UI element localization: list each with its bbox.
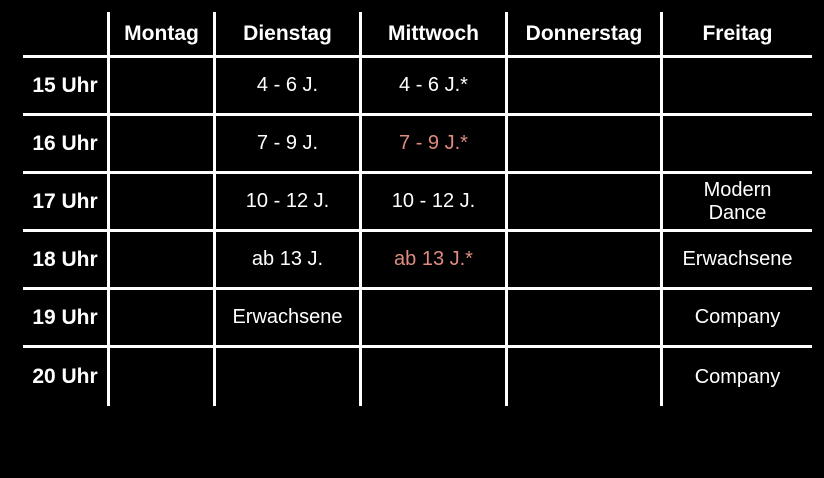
time-label-16uhr: 16 Uhr — [23, 116, 110, 174]
cell-donnerstag-19uhr — [508, 290, 663, 348]
cell-freitag-18uhr: Erwachsene — [663, 232, 812, 290]
cell-dienstag-19uhr: Erwachsene — [216, 290, 362, 348]
cell-montag-17uhr — [110, 174, 216, 232]
corner-cell — [23, 12, 110, 58]
cell-mittwoch-16uhr: 7 - 9 J.* — [362, 116, 508, 174]
time-label-15uhr: 15 Uhr — [23, 58, 110, 116]
cell-dienstag-18uhr: ab 13 J. — [216, 232, 362, 290]
cell-montag-19uhr — [110, 290, 216, 348]
cell-dienstag-17uhr: 10 - 12 J. — [216, 174, 362, 232]
cell-freitag-16uhr — [663, 116, 812, 174]
time-label-19uhr: 19 Uhr — [23, 290, 110, 348]
cell-dienstag-16uhr: 7 - 9 J. — [216, 116, 362, 174]
cell-donnerstag-16uhr — [508, 116, 663, 174]
cell-montag-16uhr — [110, 116, 216, 174]
cell-freitag-15uhr — [663, 58, 812, 116]
cell-mittwoch-19uhr — [362, 290, 508, 348]
cell-freitag-17uhr: Modern Dance — [663, 174, 812, 232]
time-label-18uhr: 18 Uhr — [23, 232, 110, 290]
cell-freitag-19uhr: Company — [663, 290, 812, 348]
cell-freitag-20uhr: Company — [694, 365, 781, 388]
cell-montag-15uhr — [110, 58, 216, 116]
weekly-schedule-table: Montag Dienstag Mittwoch Donnerstag Frei… — [23, 12, 812, 406]
cell-dienstag-15uhr: 4 - 6 J. — [216, 58, 362, 116]
time-label-20uhr: 20 Uhr — [23, 348, 110, 406]
cell-mittwoch-20uhr — [362, 348, 508, 406]
day-header-mittwoch: Mittwoch — [362, 12, 508, 58]
day-header-dienstag: Dienstag — [216, 12, 362, 58]
cell-mittwoch-17uhr: 10 - 12 J. — [362, 174, 508, 232]
cell-donnerstag-17uhr — [508, 174, 663, 232]
cell-donnerstag-20uhr — [508, 348, 663, 406]
cell-montag-20uhr — [110, 348, 216, 406]
cell-dienstag-20uhr — [216, 348, 362, 406]
cell-donnerstag-18uhr — [508, 232, 663, 290]
day-header-montag: Montag — [110, 12, 216, 58]
day-header-freitag: Freitag — [663, 12, 812, 58]
cell-donnerstag-15uhr — [508, 58, 663, 116]
cell-mittwoch-18uhr: ab 13 J.* — [362, 232, 508, 290]
cell-montag-18uhr — [110, 232, 216, 290]
cell-mittwoch-15uhr: 4 - 6 J.* — [362, 58, 508, 116]
day-header-donnerstag: Donnerstag — [508, 12, 663, 58]
time-label-17uhr: 17 Uhr — [23, 174, 110, 232]
